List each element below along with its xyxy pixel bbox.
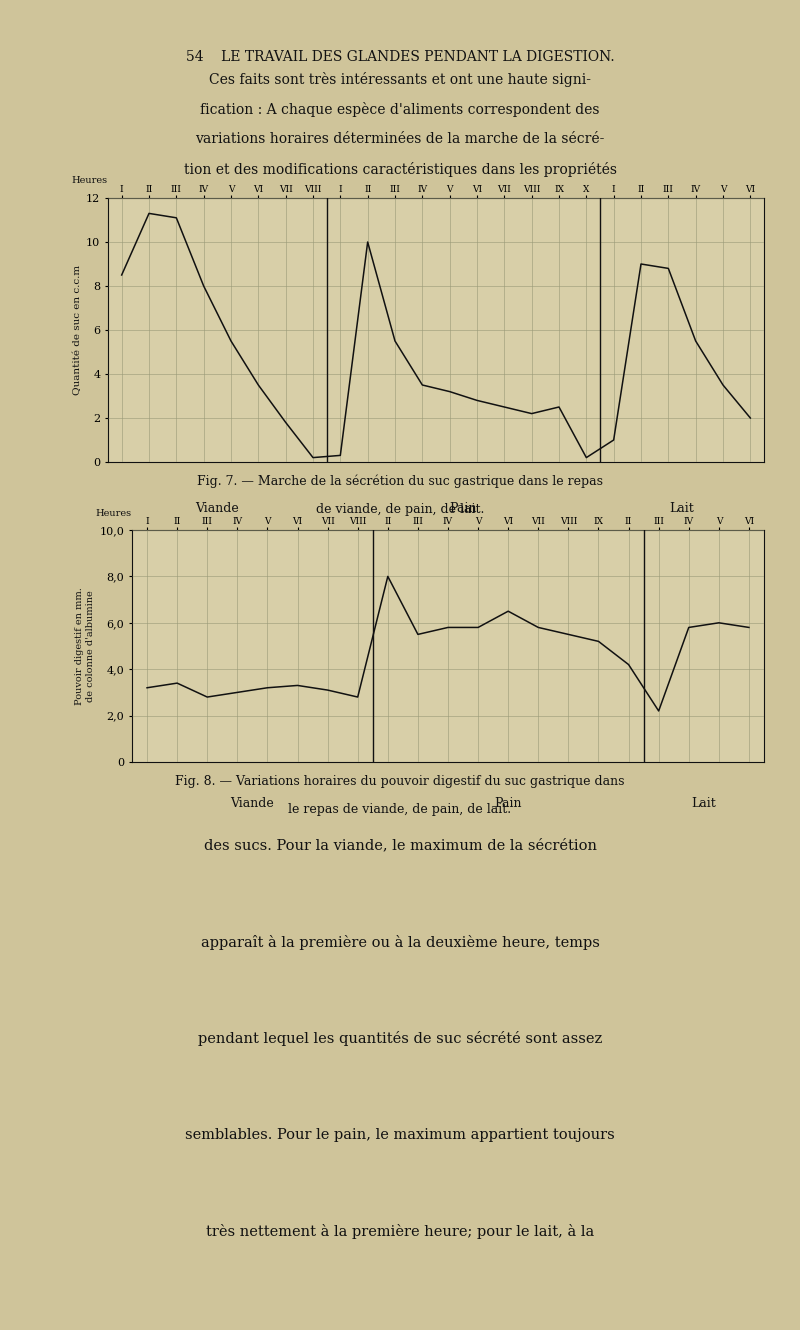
Text: Pain: Pain <box>494 797 522 810</box>
Text: Viande: Viande <box>195 501 239 515</box>
Text: Pain: Pain <box>450 501 477 515</box>
Text: Heures: Heures <box>72 176 108 185</box>
Text: 54    LE TRAVAIL DES GLANDES PENDANT LA DIGESTION.: 54 LE TRAVAIL DES GLANDES PENDANT LA DIG… <box>186 51 614 64</box>
Text: très nettement à la première heure; pour le lait, à la: très nettement à la première heure; pour… <box>206 1225 594 1240</box>
Text: tion et des modifications caractéristiques dans les propriétés: tion et des modifications caractéristiqu… <box>183 162 617 177</box>
Text: Ces faits sont très intéressants et ont une haute signi-: Ces faits sont très intéressants et ont … <box>209 72 591 86</box>
Text: Fig. 8. — Variations horaires du pouvoir digestif du suc gastrique dans: Fig. 8. — Variations horaires du pouvoir… <box>175 775 625 789</box>
Text: pendant lequel les quantités de suc sécrété sont assez: pendant lequel les quantités de suc sécr… <box>198 1032 602 1047</box>
Text: le repas de viande, de pain, de lait.: le repas de viande, de pain, de lait. <box>289 803 511 815</box>
Text: de viande, de pain, de lait.: de viande, de pain, de lait. <box>316 503 484 516</box>
Text: apparaît à la première ou à la deuxième heure, temps: apparaît à la première ou à la deuxième … <box>201 935 599 950</box>
Text: variations horaires déterminées de la marche de la sécré-: variations horaires déterminées de la ma… <box>195 132 605 146</box>
Text: Viande: Viande <box>230 797 274 810</box>
Text: Lait: Lait <box>670 501 694 515</box>
Y-axis label: Pouvoir digestif en mm.
de colonne d'albumine: Pouvoir digestif en mm. de colonne d'alb… <box>75 587 95 705</box>
Text: fication : A chaque espèce d'aliments correspondent des: fication : A chaque espèce d'aliments co… <box>200 102 600 117</box>
Y-axis label: Quantité de suc en c.c.m: Quantité de suc en c.c.m <box>73 265 82 395</box>
Text: Fig. 7. — Marche de la sécrétion du suc gastrique dans le repas: Fig. 7. — Marche de la sécrétion du suc … <box>197 475 603 488</box>
Text: semblables. Pour le pain, le maximum appartient toujours: semblables. Pour le pain, le maximum app… <box>185 1128 615 1142</box>
Text: Heures: Heures <box>96 509 132 519</box>
Text: des sucs. Pour la viande, le maximum de la sécrétion: des sucs. Pour la viande, le maximum de … <box>203 839 597 853</box>
Text: Lait: Lait <box>691 797 716 810</box>
